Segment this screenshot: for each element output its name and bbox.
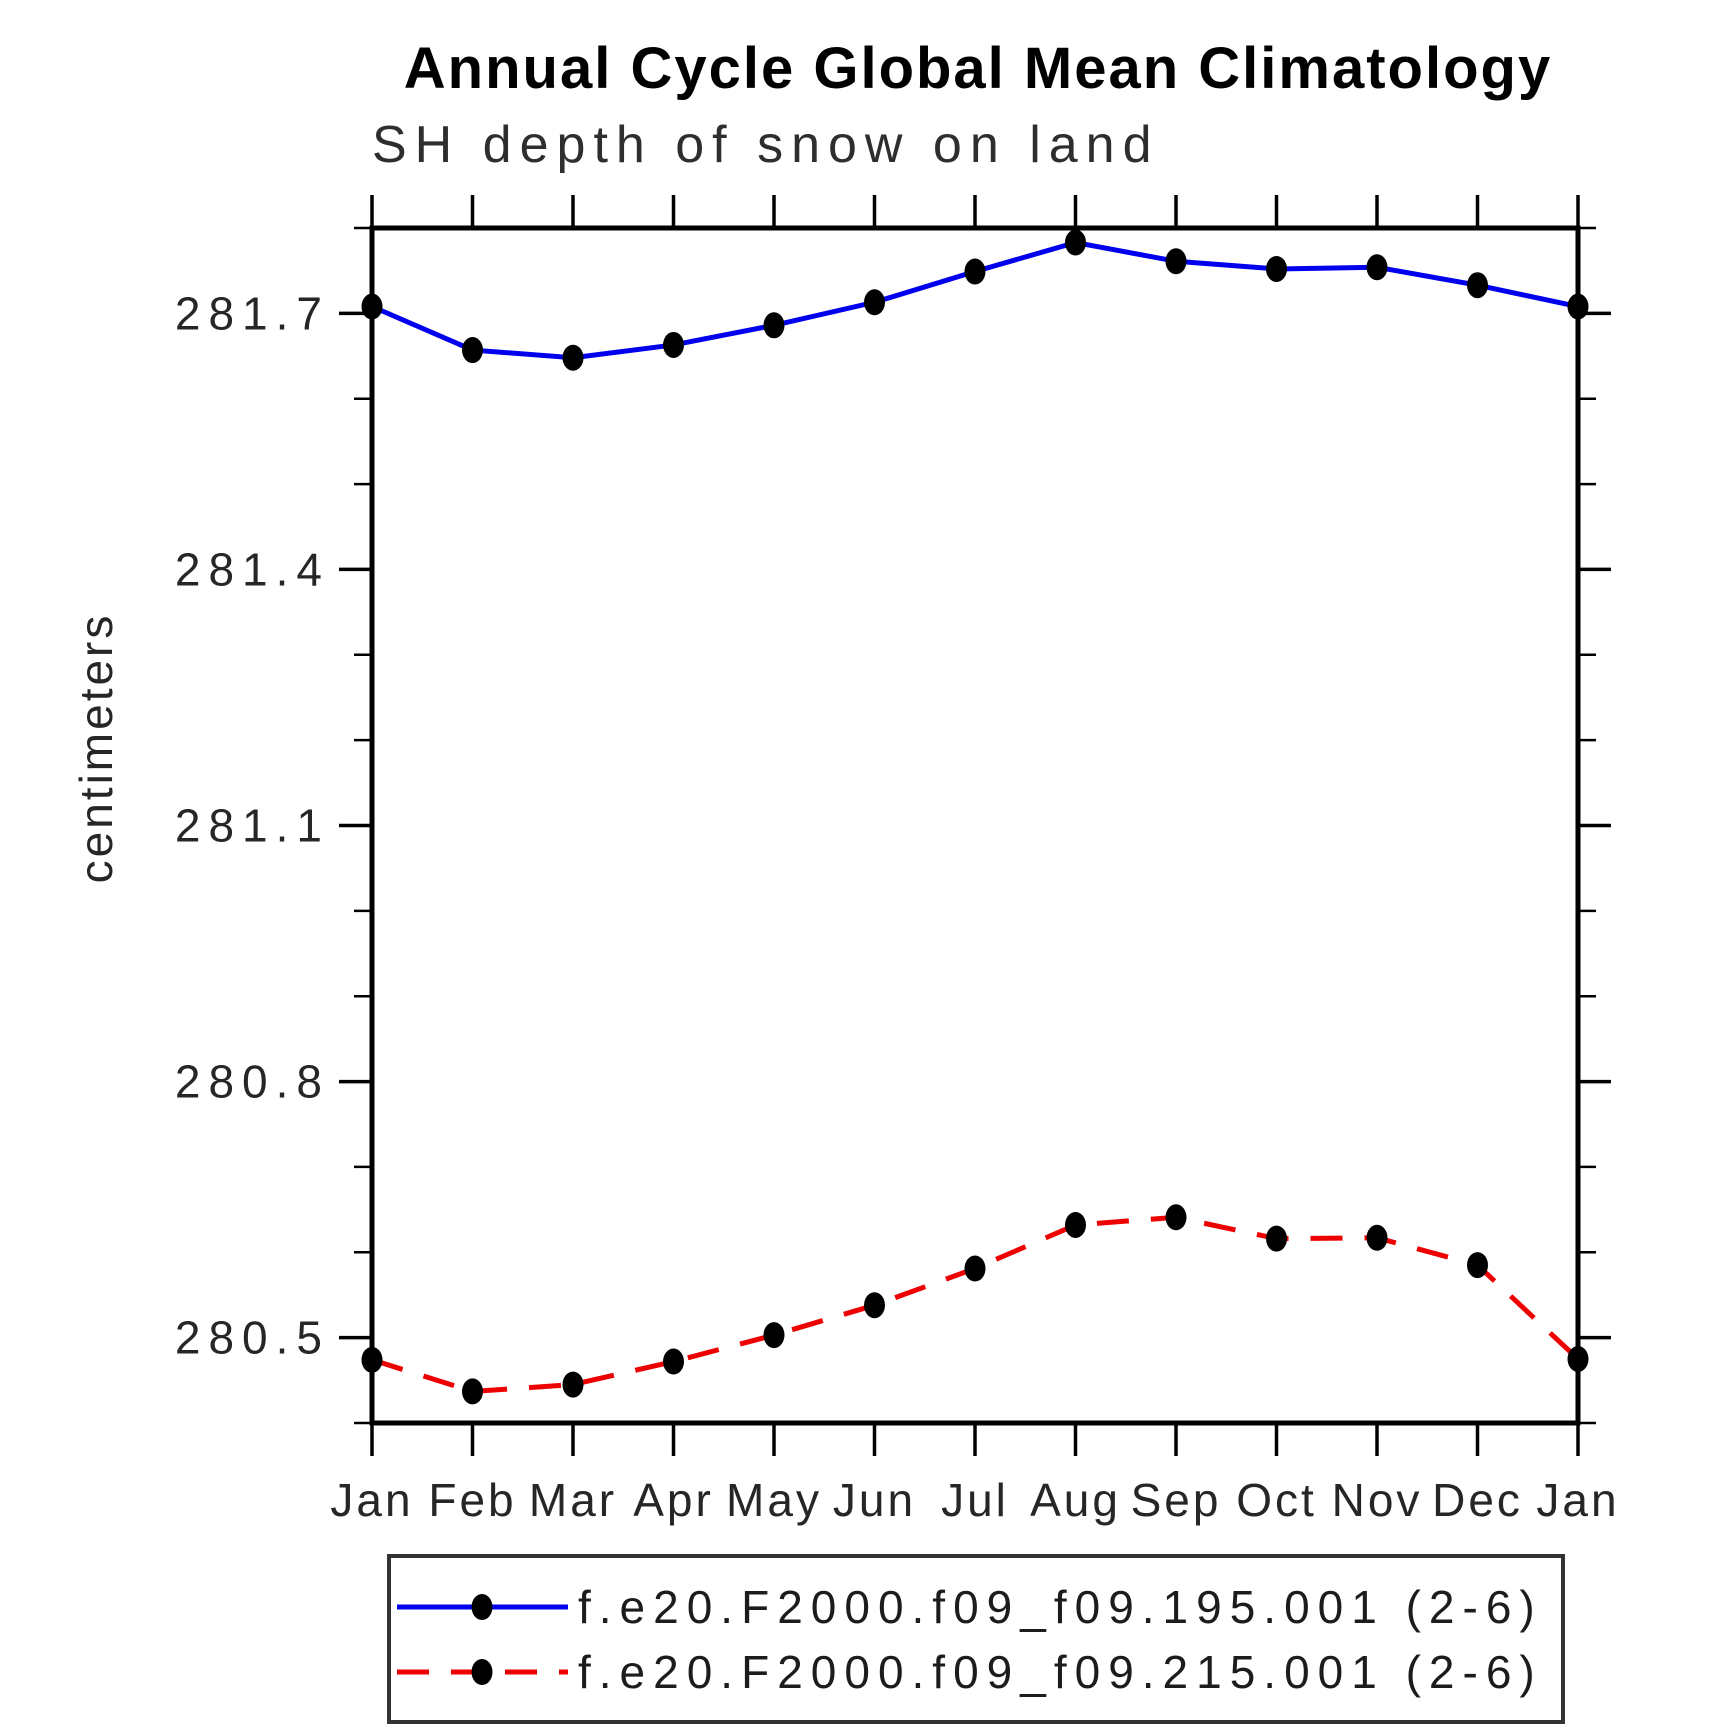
data-point-marker — [462, 337, 483, 364]
y-tick-label: 280.8 — [175, 1056, 330, 1108]
data-point-marker — [763, 312, 785, 339]
chart-subtitle: SH depth of snow on land — [372, 116, 1160, 174]
data-point-marker — [562, 1371, 584, 1398]
data-point-marker — [1266, 255, 1287, 282]
x-tick-label: Jun — [833, 1474, 916, 1526]
data-point-marker — [964, 258, 986, 285]
x-tick-label: Jul — [941, 1474, 1009, 1526]
plot-series — [361, 229, 1589, 1405]
y-tick-label: 281.1 — [175, 800, 330, 852]
data-point-marker — [1165, 1204, 1187, 1231]
data-point-marker — [964, 1255, 986, 1282]
x-tick-label: Aug — [1030, 1474, 1121, 1526]
x-tick-label: May — [726, 1474, 822, 1526]
x-tick-label: Apr — [633, 1474, 714, 1526]
x-tick-label: Dec — [1432, 1474, 1523, 1526]
data-point-marker — [763, 1322, 785, 1349]
legend-label-1: f.e20.F2000.f09_f09.215.001 (2-6) — [578, 1646, 1543, 1698]
plot-frame-rect — [369, 225, 1581, 1426]
data-point-marker — [1165, 248, 1187, 275]
x-tick-label: Jan — [1536, 1474, 1619, 1526]
plot-frame — [369, 225, 1581, 1426]
y-tick-label: 281.4 — [175, 543, 330, 595]
data-point-marker — [1467, 272, 1488, 299]
legend-label-0: f.e20.F2000.f09_f09.195.001 (2-6) — [578, 1581, 1543, 1633]
data-point-marker — [1065, 1211, 1086, 1238]
data-point-marker — [864, 289, 885, 316]
data-point-marker — [663, 1348, 684, 1375]
y-axis-label: centimeters — [70, 613, 122, 884]
axis-ticks — [339, 195, 1611, 1456]
axis-tick-labels: 280.5 280.8 281.1 281.4 281.7 Jan Feb Mar Apr May… — [175, 287, 1619, 1526]
legend: f.e20.F2000.f09_f09.195.001 (2-6) f.e20.F… — [387, 1554, 1565, 1724]
legend-box — [387, 1554, 1565, 1724]
data-point-marker — [1266, 1225, 1287, 1252]
x-tick-label: Nov — [1332, 1474, 1423, 1526]
y-tick-label: 280.5 — [175, 1312, 330, 1364]
x-tick-label: Oct — [1236, 1474, 1317, 1526]
legend-marker — [471, 1659, 493, 1685]
y-tick-label: 281.7 — [175, 287, 330, 339]
x-tick-label: Mar — [529, 1474, 617, 1526]
data-point-marker — [1065, 229, 1086, 256]
data-point-marker — [1366, 254, 1388, 281]
chart-title: Annual Cycle Global Mean Climatology — [404, 36, 1552, 101]
legend-marker — [471, 1594, 493, 1620]
data-point-marker — [1366, 1224, 1388, 1251]
x-tick-label: Feb — [428, 1474, 516, 1526]
data-point-marker — [462, 1378, 483, 1405]
x-tick-label: Sep — [1131, 1474, 1222, 1526]
x-tick-label: Jan — [330, 1474, 413, 1526]
data-point-marker — [663, 331, 684, 358]
data-point-marker — [562, 344, 584, 371]
data-point-marker — [864, 1292, 885, 1319]
data-point-marker — [1467, 1252, 1488, 1279]
